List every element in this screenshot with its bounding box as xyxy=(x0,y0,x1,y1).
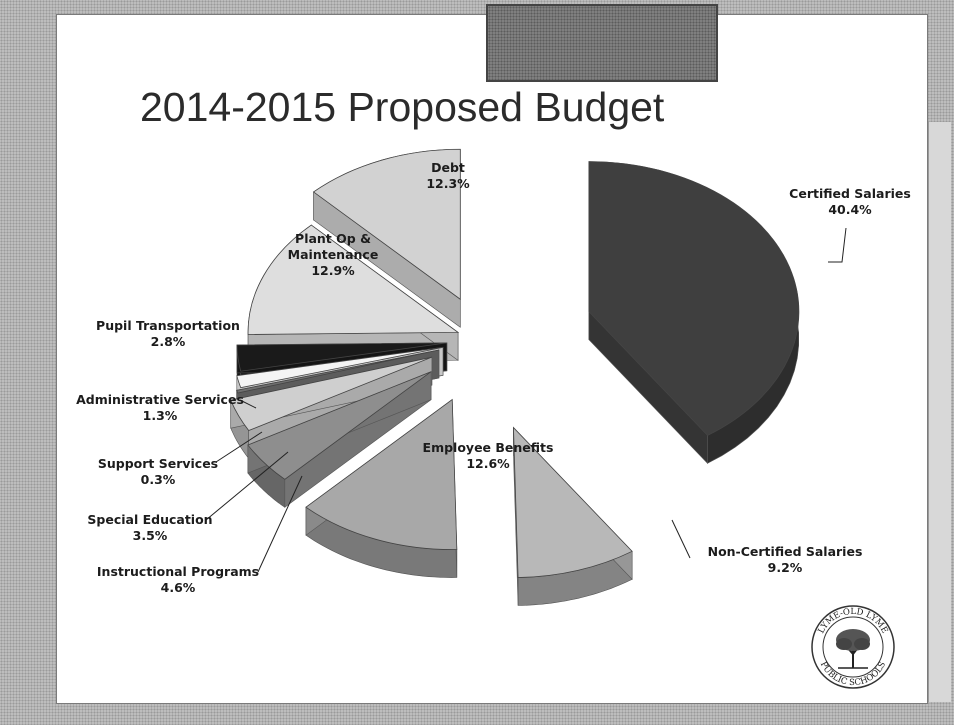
slice-label-2: Employee Benefits 12.6% xyxy=(423,440,554,471)
slice-label-5: Support Services 0.3% xyxy=(98,456,218,487)
slice-label-3: Instructional Programs 4.6% xyxy=(97,564,259,595)
leader-line-4 xyxy=(205,451,289,521)
pie-slice-pupil-transportation xyxy=(236,342,447,372)
pie-slice-plant-op-maintenance xyxy=(247,224,460,335)
pie-slice-tops xyxy=(230,148,800,578)
pie-slice-certified-salaries xyxy=(588,161,800,436)
slice-value-6: 1.3% xyxy=(143,408,178,423)
pie-labels: Certified Salaries 40.4% Non-Certified Sal… xyxy=(76,160,911,595)
slice-value-1: 9.2% xyxy=(768,560,803,575)
leader-line-5 xyxy=(215,431,263,463)
slice-value-2: 12.6% xyxy=(466,456,510,471)
slice-value-3: 4.6% xyxy=(161,580,196,595)
slice-label-9: Debt 12.3% xyxy=(426,160,470,191)
slice-value-0: 40.4% xyxy=(828,202,872,217)
leader-line-3 xyxy=(257,475,303,573)
slice-label-6: Administrative Services 1.3% xyxy=(76,392,244,423)
leader-line-6 xyxy=(239,399,257,409)
pie-slice-employee-benefits xyxy=(305,398,458,550)
slice-value-7: 2.8% xyxy=(151,334,186,349)
slice-value-9: 12.3% xyxy=(426,176,470,191)
pie-slice-non-certified-salaries xyxy=(513,426,633,578)
slice-label-7: Pupil Transportation 2.8% xyxy=(96,318,240,349)
pie-slice-support-services xyxy=(236,349,440,394)
pie-slice-special-education xyxy=(230,356,433,432)
slice-value-8: 12.9% xyxy=(311,263,355,278)
slice-label-1: Non-Certified Salaries 9.2% xyxy=(708,544,863,575)
slice-value-5: 0.3% xyxy=(141,472,176,487)
slice-label-8: Plant Op & Maintenance 12.9% xyxy=(288,231,379,278)
pie-slice-debt xyxy=(312,148,461,301)
header-decoration-box xyxy=(486,4,718,82)
slice-label-4: Special Education 3.5% xyxy=(87,512,212,543)
slice-value-4: 3.5% xyxy=(133,528,168,543)
pie-slice-administrative-services xyxy=(236,346,444,389)
leader-line-0 xyxy=(828,227,847,263)
slide-side-bar xyxy=(928,122,951,702)
leader-line-1 xyxy=(671,519,691,559)
pie-slice-instructional-programs xyxy=(247,371,432,480)
page-title: 2014-2015 Proposed Budget xyxy=(140,84,665,130)
school-seal-logo: LYME-OLD LYME PUBLIC SCHOOLS xyxy=(811,605,895,689)
slice-label-0: Certified Salaries 40.4% xyxy=(789,186,911,217)
